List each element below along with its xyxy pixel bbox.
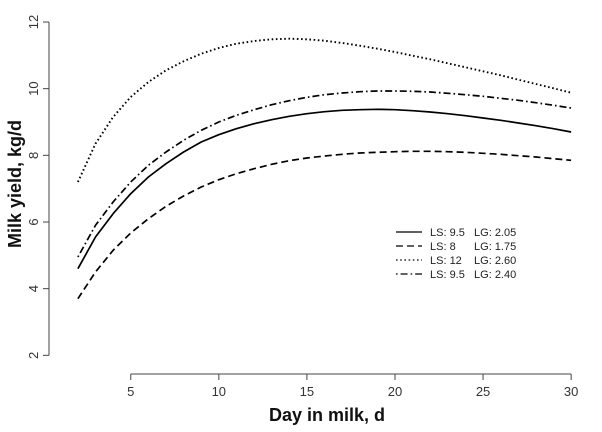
series-lines <box>77 37 572 300</box>
axes: 5 10 15 20 25 30 2 4 6 8 10 12 <box>26 15 578 399</box>
y-tick-label: 8 <box>26 152 41 159</box>
x-tick-label: 20 <box>388 384 402 399</box>
x-tick-label: 5 <box>127 384 134 399</box>
legend-label: LS: 9.5 LG: 2.05 <box>430 227 516 239</box>
x-tick-label: 10 <box>212 384 226 399</box>
series-line-2 <box>77 150 572 300</box>
legend: LS: 9.5 LG: 2.05 LS: 8 LG: 1.75 LS: 12 LG:… <box>396 227 516 281</box>
y-tick-label: 2 <box>26 352 41 359</box>
series-line-3 <box>77 37 572 183</box>
legend-label: LS: 12 LG: 2.60 <box>430 255 516 267</box>
legend-label: LS: 8 LG: 1.75 <box>430 241 516 253</box>
y-tick-label: 4 <box>26 285 41 292</box>
y-tick-label: 6 <box>26 218 41 225</box>
x-tick-label: 25 <box>476 384 490 399</box>
series-line-1 <box>77 108 572 270</box>
x-tick-label: 30 <box>564 384 578 399</box>
series-line-4 <box>77 90 572 258</box>
y-tick-label: 12 <box>26 15 41 29</box>
y-tick-label: 10 <box>26 81 41 95</box>
x-axis-title: Day in milk, d <box>269 405 385 425</box>
legend-label: LS: 9.5 LG: 2.40 <box>430 269 516 281</box>
x-tick-label: 15 <box>300 384 314 399</box>
y-axis-title: Milk yield, kg/d <box>5 120 25 248</box>
